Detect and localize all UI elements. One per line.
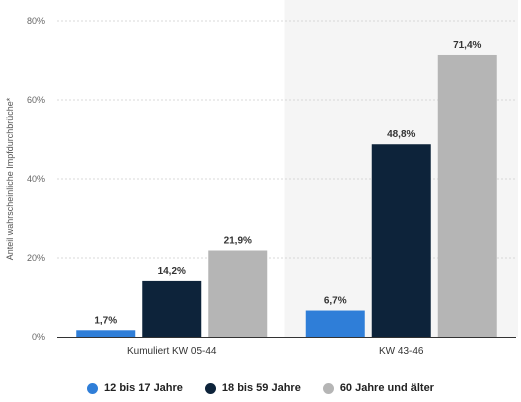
bars	[76, 54, 497, 337]
legend-label: 60 Jahre und älter	[339, 382, 434, 394]
grid-lines	[57, 20, 516, 259]
y-tick-label: 60%	[27, 95, 45, 105]
y-tick-label: 20%	[27, 253, 45, 263]
x-category-label: KW 43-46	[379, 346, 424, 357]
legend-item[interactable]: 18 bis 59 Jahre	[204, 382, 301, 394]
data-label: 14,2%	[158, 266, 186, 277]
legend-label: 12 bis 17 Jahre	[104, 382, 183, 394]
bar-chart: 0% 20% 40% 60% 80% 1,7% 14,2% 21,9% 6,7% 48,8% 71…	[5, 16, 516, 357]
bar	[305, 310, 365, 337]
data-label: 21,9%	[224, 235, 252, 246]
legend-marker	[322, 382, 334, 394]
bar	[208, 250, 268, 337]
y-tick-label: 40%	[27, 174, 45, 184]
x-category-label: Kumuliert KW 05-44	[127, 346, 217, 357]
bar	[76, 330, 136, 337]
data-label: 48,8%	[387, 129, 415, 140]
legend: 12 bis 17 Jahre 18 bis 59 Jahre 60 Jahre u…	[0, 382, 521, 394]
x-axis-categories: Kumuliert KW 05-44 KW 43-46	[127, 346, 424, 357]
y-tick-label: 80%	[27, 16, 45, 26]
legend-item[interactable]: 12 bis 17 Jahre	[87, 382, 183, 394]
data-label: 71,4%	[453, 40, 481, 51]
bar	[142, 280, 202, 337]
y-axis-ticks: 0% 20% 40% 60% 80%	[27, 16, 45, 342]
data-label: 6,7%	[324, 296, 347, 307]
data-labels: 1,7% 14,2% 21,9% 6,7% 48,8% 71,4%	[94, 40, 481, 326]
data-label: 1,7%	[94, 315, 117, 326]
legend-item[interactable]: 60 Jahre und älter	[322, 382, 434, 394]
legend-marker	[87, 382, 99, 394]
legend-label: 18 bis 59 Jahre	[221, 382, 301, 394]
legend-marker	[204, 382, 216, 394]
y-tick-label: 0%	[32, 332, 45, 342]
bar	[437, 54, 497, 337]
y-axis-title: Anteil wahrscheinliche Impfdurchbrüche*	[5, 97, 15, 260]
bar	[371, 144, 431, 337]
